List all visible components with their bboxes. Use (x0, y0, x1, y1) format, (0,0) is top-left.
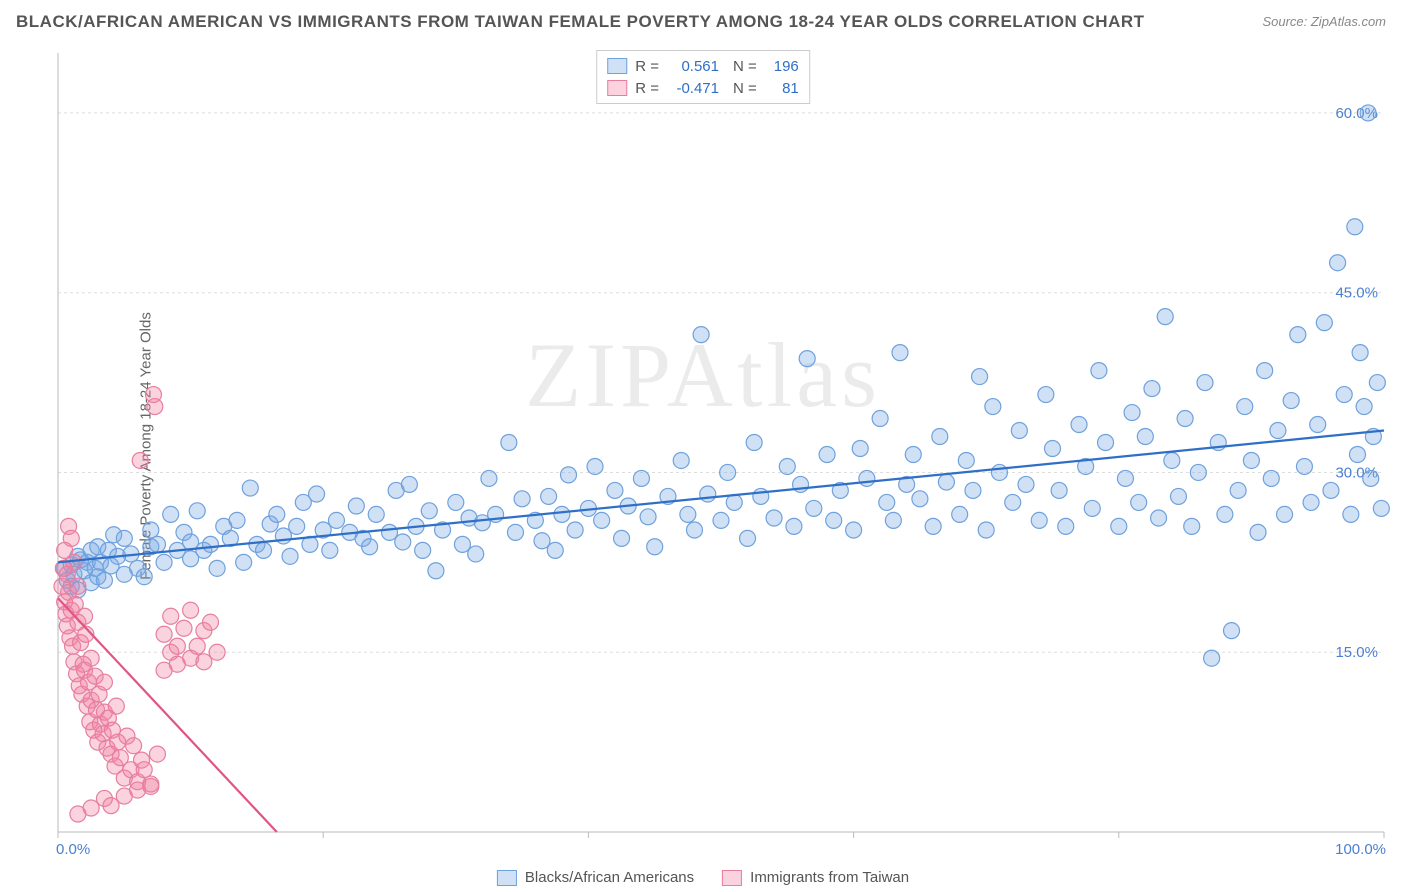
svg-text:45.0%: 45.0% (1335, 285, 1378, 302)
legend-item-pink: Immigrants from Taiwan (722, 869, 909, 886)
swatch-pink (722, 870, 742, 886)
legend-label-pink: Immigrants from Taiwan (750, 869, 909, 886)
n-label: N = (733, 58, 757, 75)
source-attribution: Source: ZipAtlas.com (1262, 14, 1386, 29)
legend-item-blue: Blacks/African Americans (497, 869, 694, 886)
svg-text:15.0%: 15.0% (1335, 644, 1378, 661)
svg-text:100.0%: 100.0% (1335, 841, 1386, 858)
swatch-blue (607, 58, 627, 74)
chart-area: 15.0%30.0%45.0%60.0%0.0%100.0% (50, 45, 1392, 860)
chart-title: BLACK/AFRICAN AMERICAN VS IMMIGRANTS FRO… (16, 12, 1145, 32)
correlation-stats-legend: R = 0.561 N = 196 R = -0.471 N = 81 (596, 50, 810, 104)
svg-text:0.0%: 0.0% (56, 841, 90, 858)
r-label: R = (635, 80, 659, 97)
legend-label-blue: Blacks/African Americans (525, 869, 694, 886)
scatter-chart-svg: 15.0%30.0%45.0%60.0%0.0%100.0% (50, 45, 1392, 860)
series-legend: Blacks/African Americans Immigrants from… (497, 869, 909, 886)
r-label: R = (635, 58, 659, 75)
stats-row-blue: R = 0.561 N = 196 (607, 55, 799, 77)
r-value-pink: -0.471 (667, 80, 719, 97)
stats-row-pink: R = -0.471 N = 81 (607, 77, 799, 99)
n-label: N = (733, 80, 757, 97)
swatch-blue (497, 870, 517, 886)
swatch-pink (607, 80, 627, 96)
r-value-blue: 0.561 (667, 58, 719, 75)
n-value-blue: 196 (765, 58, 799, 75)
n-value-pink: 81 (765, 80, 799, 97)
